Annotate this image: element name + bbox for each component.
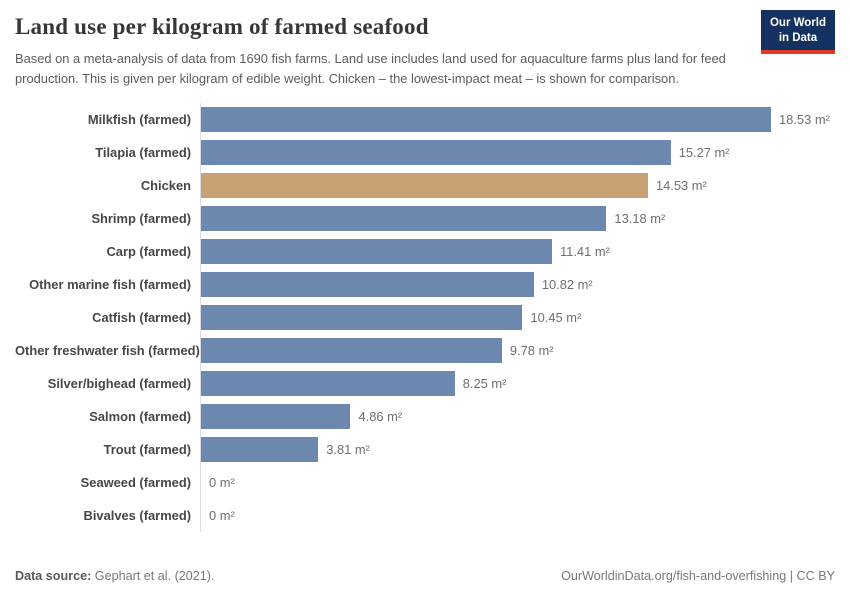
bar[interactable] xyxy=(201,272,534,298)
footer-attribution: OurWorldinData.org/fish-and-overfishing … xyxy=(561,569,835,583)
bar-track: 0 m² xyxy=(200,466,835,500)
value-label: 11.41 m² xyxy=(559,244,610,260)
bar-rows: Milkfish (farmed) 18.53 m² Tilapia (farm… xyxy=(15,103,835,533)
value-label: 18.53 m² xyxy=(779,112,830,128)
chart-subtitle: Based on a meta-analysis of data from 16… xyxy=(15,51,726,86)
value-label: 14.53 m² xyxy=(655,178,707,194)
category-label: Shrimp (farmed) xyxy=(91,211,191,227)
bar-row: Tilapia (farmed) 15.27 m² xyxy=(15,136,835,170)
bar-track: 10.82 m² xyxy=(200,268,835,302)
bar-track: 11.41 m² xyxy=(200,235,835,269)
bar[interactable] xyxy=(201,404,351,430)
category-label: Chicken xyxy=(140,178,191,194)
bar-row: Other freshwater fish (farmed) 9.78 m² xyxy=(15,334,835,368)
bar[interactable] xyxy=(201,107,771,133)
category-label: Other freshwater fish (farmed) xyxy=(15,343,200,359)
bar-track: 15.27 m² xyxy=(200,136,835,170)
value-label: 10.45 m² xyxy=(530,310,582,326)
bar[interactable] xyxy=(201,437,319,463)
bar-track: 13.18 m² xyxy=(200,202,835,236)
bar-track: 8.25 m² xyxy=(200,367,835,401)
data-source-value: Gephart et al. (2021). xyxy=(91,569,215,583)
bar[interactable] xyxy=(201,206,607,232)
category-label: Other marine fish (farmed) xyxy=(29,277,191,293)
bar-track: 9.78 m² xyxy=(200,334,835,368)
value-label: 8.25 m² xyxy=(462,376,507,392)
category-label: Milkfish (farmed) xyxy=(87,112,191,128)
value-label: 4.86 m² xyxy=(358,409,403,425)
bar-track: 18.53 m² xyxy=(200,103,835,137)
bar-track: 14.53 m² xyxy=(200,169,835,203)
bar[interactable] xyxy=(201,305,523,331)
category-label: Salmon (farmed) xyxy=(89,409,191,425)
footer: Data source: Gephart et al. (2021). OurW… xyxy=(15,569,835,583)
owid-logo: Our World in Data xyxy=(760,10,835,54)
bar[interactable] xyxy=(201,338,502,364)
category-label: Catfish (farmed) xyxy=(92,310,191,326)
bar[interactable] xyxy=(201,371,455,397)
value-label: 0 m² xyxy=(209,508,235,524)
category-label: Carp (farmed) xyxy=(106,244,191,260)
category-label: Trout (farmed) xyxy=(103,442,191,458)
value-label: 0 m² xyxy=(209,475,235,491)
header: Land use per kilogram of farmed seafood … xyxy=(15,10,835,88)
bar-row: Salmon (farmed) 4.86 m² xyxy=(15,400,835,434)
bar-row: Milkfish (farmed) 18.53 m² xyxy=(15,103,835,137)
owid-logo-line1: Our World xyxy=(769,17,826,29)
bar-track: 0 m² xyxy=(200,499,835,533)
bar-row: Silver/bighead (farmed) 8.25 m² xyxy=(15,367,835,401)
category-label: Bivalves (farmed) xyxy=(83,508,191,524)
bar-track: 10.45 m² xyxy=(200,301,835,335)
data-source: Data source: Gephart et al. (2021). xyxy=(15,569,215,583)
bar-track: 3.81 m² xyxy=(200,433,835,467)
value-label: 15.27 m² xyxy=(678,145,730,161)
bar-row: Trout (farmed) 3.81 m² xyxy=(15,433,835,467)
owid-logo-line2: in Data xyxy=(778,31,818,44)
bar[interactable] xyxy=(201,173,648,199)
bar[interactable] xyxy=(201,239,552,265)
bar-chart: Milkfish (farmed) 18.53 m² Tilapia (farm… xyxy=(15,103,835,533)
chart-title: Land use per kilogram of farmed seafood xyxy=(15,14,429,39)
bar-row: Carp (farmed) 11.41 m² xyxy=(15,235,835,269)
category-label: Silver/bighead (farmed) xyxy=(47,376,191,392)
bar-row: Seaweed (farmed) 0 m² xyxy=(15,466,835,500)
header-text: Land use per kilogram of farmed seafood … xyxy=(15,10,740,88)
bar-row: Catfish (farmed) 10.45 m² xyxy=(15,301,835,335)
bar-row: Shrimp (farmed) 13.18 m² xyxy=(15,202,835,236)
bar-row: Bivalves (farmed) 0 m² xyxy=(15,499,835,533)
value-label: 13.18 m² xyxy=(614,211,666,227)
value-label: 9.78 m² xyxy=(509,343,554,359)
bar-row: Other marine fish (farmed) 10.82 m² xyxy=(15,268,835,302)
bar-track: 4.86 m² xyxy=(200,400,835,434)
value-label: 3.81 m² xyxy=(326,442,370,458)
category-label: Seaweed (farmed) xyxy=(80,475,191,491)
data-source-label: Data source: xyxy=(15,569,92,583)
bar-row: Chicken 14.53 m² xyxy=(15,169,835,203)
category-label: Tilapia (farmed) xyxy=(95,145,191,161)
bar[interactable] xyxy=(201,140,671,166)
value-label: 10.82 m² xyxy=(541,277,593,293)
